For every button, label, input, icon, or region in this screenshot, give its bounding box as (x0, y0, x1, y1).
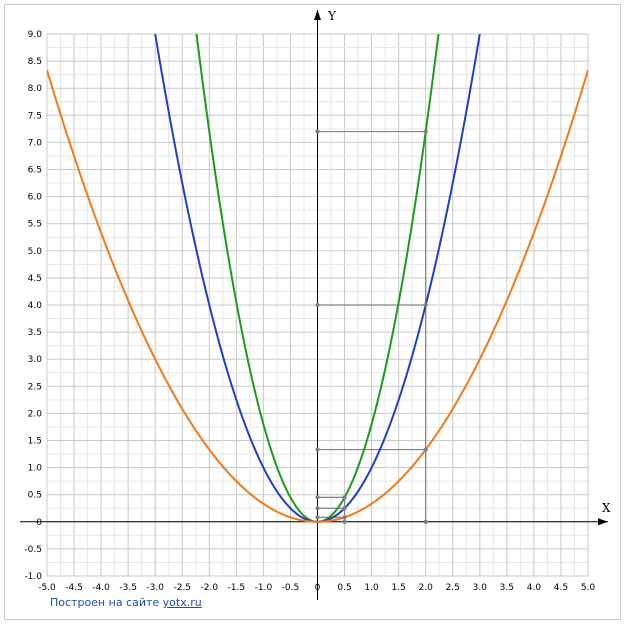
marker-point (342, 515, 347, 520)
y-tick-label: 4.5 (28, 274, 42, 284)
credit-link[interactable]: yotx.ru (162, 596, 202, 609)
x-tick-label: 3.0 (473, 583, 488, 593)
marker-axis-point (315, 303, 320, 307)
marker-axis-point (315, 129, 320, 134)
y-tick-label: 5.5 (28, 220, 42, 230)
marker-points (315, 129, 428, 524)
x-tick-label: 2.5 (446, 583, 460, 593)
chart-frame (4, 4, 621, 620)
y-tick-label: 9.0 (28, 30, 43, 40)
y-tick-label: 2.5 (28, 382, 42, 392)
curve-series-3 (47, 69, 588, 523)
y-tick-label: 6.5 (28, 166, 42, 176)
marker-point (342, 519, 347, 524)
y-tick-label: 4.0 (28, 301, 43, 311)
marker-axis-point (315, 515, 320, 520)
y-tick-label: 7.0 (28, 138, 43, 148)
marker-point (423, 129, 428, 134)
y-tick-label: 8.0 (28, 84, 43, 94)
y-tick-label: 7.5 (28, 111, 42, 121)
x-tick-label: 4.0 (527, 583, 542, 593)
x-tick-label: -2.5 (173, 583, 191, 593)
y-tick-label: 8.5 (28, 57, 42, 67)
x-tick-label: 1.0 (364, 583, 379, 593)
x-tick-label: -3.5 (119, 583, 137, 593)
y-tick-label: 1.5 (28, 437, 42, 447)
y-tick-label: -1.0 (24, 572, 42, 582)
x-tick-labels: -5.0 -4.5 -4.0 -3.5 -3.0 -2.5 -2.0 -1.5 -1.0 -0.5… (38, 583, 595, 593)
helper-lines (317, 130, 427, 522)
x-tick-label: -1.5 (228, 583, 246, 593)
y-tick-labels: -1.0 -0.5 0 0.5 1.0 1.5 2.0 2.5 3.0 3.5 4.0 4.5 5.0 5… (24, 30, 42, 582)
y-tick-label: -0.5 (24, 545, 42, 555)
x-tick-label: -2.0 (201, 583, 219, 593)
y-tick-label: 0.5 (28, 491, 42, 501)
marker-axis-point (315, 495, 320, 500)
x-tick-label: -1.0 (255, 583, 273, 593)
x-tick-label: -0.5 (282, 583, 300, 593)
x-tick-label: -5.0 (38, 583, 56, 593)
marker-point (423, 447, 428, 452)
x-tick-label: 4.5 (554, 583, 568, 593)
y-tick-label: 0 (36, 518, 42, 528)
curves (47, 34, 588, 523)
x-tick-label: 0.5 (337, 583, 351, 593)
y-tick-label: 6.0 (28, 193, 43, 203)
x-axis-label: X (602, 501, 611, 515)
site-credit: Построен на сайте yotx.ru (50, 596, 202, 609)
y-tick-label: 3.0 (28, 355, 43, 365)
x-tick-label: 3.5 (500, 583, 514, 593)
x-tick-label: -4.5 (65, 583, 83, 593)
marker-point (423, 302, 428, 308)
y-tick-label: 2.0 (28, 409, 43, 419)
y-tick-label: 3.5 (28, 328, 42, 338)
y-tick-label: 1.0 (28, 464, 43, 474)
y-axis-arrow-icon (314, 10, 321, 20)
x-tick-label: -3.0 (146, 583, 164, 593)
marker-axis-point (315, 447, 320, 452)
credit-text: Построен на сайте (50, 596, 163, 609)
marker-point (342, 506, 347, 511)
x-tick-label: 1.5 (391, 583, 405, 593)
y-tick-label: 5.0 (28, 247, 43, 257)
x-tick-label: 5.0 (581, 583, 596, 593)
x-tick-label: 2.0 (419, 583, 434, 593)
x-axis-arrow-icon (598, 518, 608, 526)
marker-axis-point (315, 506, 320, 511)
x-tick-label: -4.0 (92, 583, 110, 593)
marker-point (423, 519, 428, 524)
marker-point (342, 495, 347, 500)
x-tick-label: 0 (315, 583, 321, 593)
y-axis-label: Y (327, 9, 337, 23)
